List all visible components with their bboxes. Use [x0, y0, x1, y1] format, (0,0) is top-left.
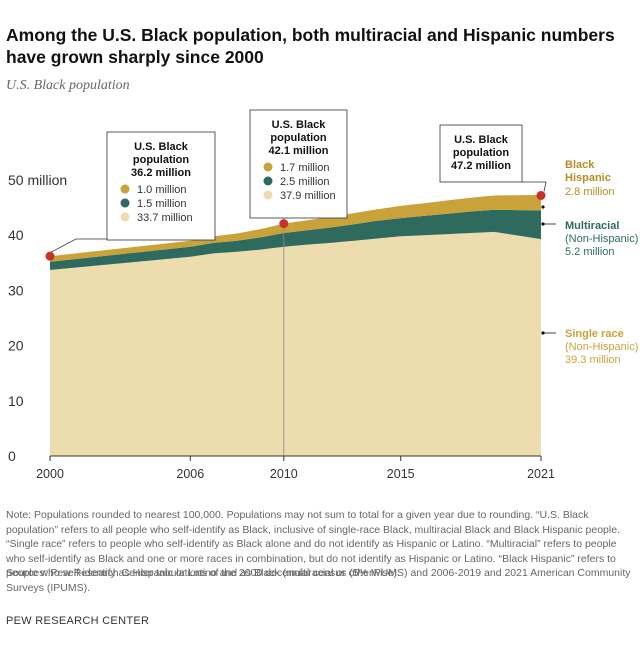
callout-heading: 47.2 million: [451, 160, 511, 172]
area-black-hispanic: [50, 194, 541, 262]
callout-heading: U.S. Black: [272, 119, 327, 131]
chart-title: Among the U.S. Black population, both mu…: [6, 25, 615, 67]
callout-value: 1.0 million: [137, 184, 187, 196]
callout-value: 1.5 million: [137, 198, 187, 210]
highlight-point: [279, 219, 289, 229]
callout-heading: 42.1 million: [269, 145, 329, 157]
chart-subtitle: U.S. Black population: [6, 78, 130, 93]
callout-heading: U.S. Black: [454, 134, 509, 146]
y-tick-label: 0: [8, 448, 16, 464]
x-tick-label: 2010: [270, 467, 298, 481]
x-tick-label: 2006: [176, 467, 204, 481]
chart-note: Note: Populations rounded to nearest 100…: [6, 509, 620, 580]
callout-swatch: [120, 212, 130, 222]
callout-heading: population: [453, 147, 509, 159]
callout-heading: U.S. Black: [134, 141, 189, 153]
chart-source: Sources: Pew Research Center tabulations…: [6, 567, 631, 594]
y-tick-label: 20: [8, 338, 24, 354]
area-single-race: [50, 231, 541, 456]
right-label-name: Black: [565, 159, 595, 171]
y-axis: 0 10 20 30 40 50 million: [8, 172, 67, 464]
callout-heading: population: [133, 154, 189, 166]
callout-swatch: [263, 162, 273, 172]
highlight-point: [536, 190, 546, 200]
x-tick-label: 2021: [527, 467, 555, 481]
right-label-value: 2.8 million: [565, 186, 615, 198]
right-label-value: 39.3 million: [565, 354, 621, 366]
label-pointer-dot: [541, 205, 545, 209]
callout-heading: population: [270, 132, 326, 144]
callout-swatch: [263, 176, 273, 186]
callout-value: 1.7 million: [280, 162, 330, 174]
callout-connectors: [50, 181, 547, 253]
y-tick-label: 10: [8, 393, 24, 409]
callout-value: 37.9 million: [280, 190, 336, 202]
callout-swatch: [120, 184, 130, 194]
y-tick-label: 50 million: [8, 172, 67, 188]
footer-credit: PEW RESEARCH CENTER: [6, 615, 150, 627]
callout-value: 2.5 million: [280, 176, 330, 188]
callout-connector: [522, 181, 547, 192]
right-label-detail: (Non-Hispanic): [565, 233, 638, 245]
x-tick-label: 2015: [387, 467, 415, 481]
callout-swatch: [120, 198, 130, 208]
area-multiracial: [50, 209, 541, 270]
label-pointer-dot: [541, 331, 545, 335]
right-label-value: 5.2 million: [565, 246, 615, 258]
highlight-point: [45, 251, 55, 261]
highlight-points: [45, 190, 546, 261]
right-label-name: Single race: [565, 328, 624, 340]
callout-value: 33.7 million: [137, 212, 193, 224]
callout-box: [439, 124, 523, 183]
x-axis: 2000 2006 2010 2015 2021: [36, 455, 555, 481]
callout-heading: 36.2 million: [131, 167, 191, 179]
right-label-detail: (Non-Hispanic): [565, 341, 638, 353]
callout-swatch: [263, 190, 273, 200]
area-layer: [50, 194, 541, 456]
right-label-name: Hispanic: [565, 172, 611, 184]
callout-connector: [50, 238, 107, 253]
stacked-area-chart: 0 10 20 30 40 50 million 2000 2006 2010 2015 2021…: [8, 109, 638, 481]
y-tick-label: 30: [8, 282, 24, 298]
y-tick-label: 40: [8, 227, 24, 243]
label-pointer-dot: [541, 222, 545, 226]
right-label-name: Multiracial: [565, 220, 619, 232]
x-tick-label: 2000: [36, 467, 64, 481]
